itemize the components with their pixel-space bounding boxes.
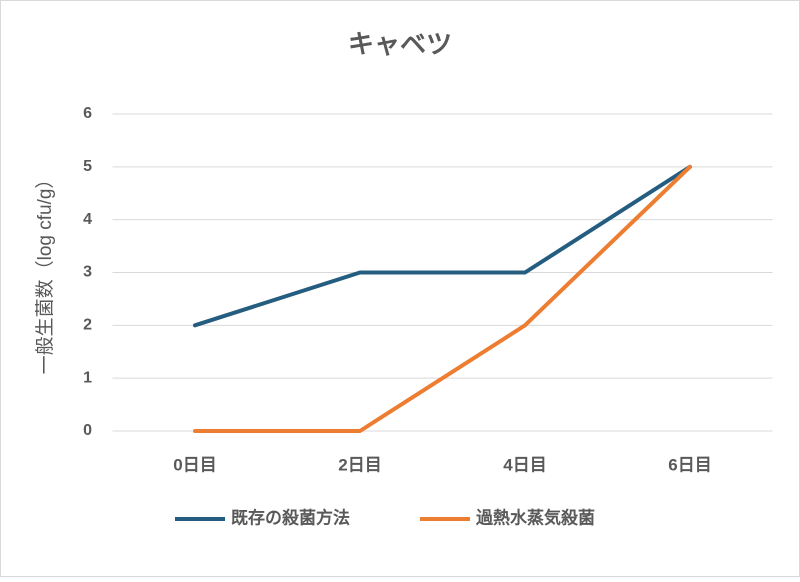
legend-label: 既存の殺菌方法 bbox=[231, 507, 350, 527]
y-tick-label: 4 bbox=[83, 211, 92, 228]
y-tick-label: 5 bbox=[83, 158, 92, 175]
x-tick-label: 2日目 bbox=[338, 455, 381, 474]
y-tick-label: 1 bbox=[83, 369, 92, 386]
y-axis-label: 一般生菌数（log cfu/g） bbox=[34, 170, 56, 375]
x-tick-label: 0日目 bbox=[173, 455, 216, 474]
series-line bbox=[193, 164, 692, 328]
y-tick-label: 2 bbox=[83, 317, 92, 334]
x-tick-label: 4日目 bbox=[503, 455, 546, 474]
legend-label: 過熱水蒸気殺菌 bbox=[476, 507, 595, 527]
y-tick-label: 3 bbox=[83, 264, 92, 281]
chart-title: キャベツ bbox=[348, 29, 452, 59]
x-tick-label: 6日目 bbox=[668, 455, 711, 474]
y-tick-label: 6 bbox=[83, 105, 92, 122]
series-line bbox=[193, 164, 692, 433]
y-tick-label: 0 bbox=[83, 422, 92, 439]
